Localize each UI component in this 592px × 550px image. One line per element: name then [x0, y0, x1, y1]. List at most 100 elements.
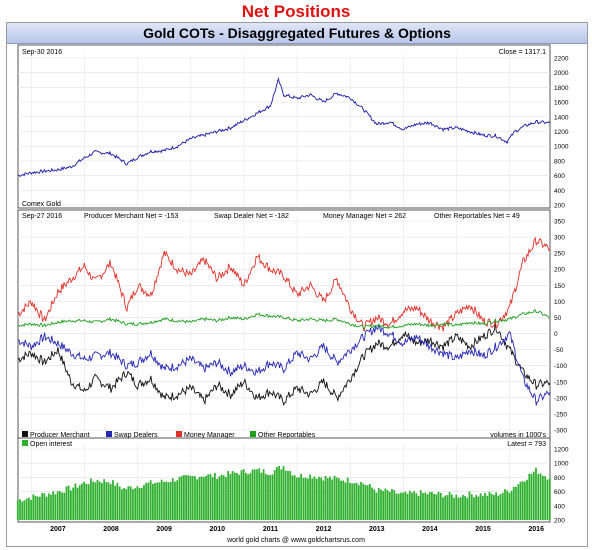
x-tick-label: 2014	[422, 526, 438, 533]
open-interest-bar	[280, 469, 283, 520]
open-interest-bar	[211, 477, 214, 520]
series-line-other-reportables	[17, 309, 551, 330]
open-interest-bar	[468, 491, 471, 520]
open-interest-bar	[87, 484, 90, 520]
open-interest-bar	[526, 479, 528, 520]
open-interest-bar	[129, 486, 132, 520]
open-interest-bar	[47, 493, 50, 520]
open-interest-bars	[16, 466, 551, 520]
net-date-label: Sep-27 2016	[22, 213, 62, 220]
open-interest-bar	[318, 476, 320, 520]
open-interest-bar	[512, 487, 515, 520]
money-net-label: Money Manager Net = 262	[323, 213, 406, 220]
open-interest-bar	[504, 489, 506, 520]
open-interest-bar	[185, 475, 187, 520]
page-title: Net Positions	[241, 2, 351, 21]
open-interest-bar	[349, 482, 351, 520]
open-interest-bar	[78, 485, 81, 520]
open-interest-bar	[136, 486, 139, 520]
open-interest-bar	[304, 477, 307, 520]
open-interest-bar	[479, 493, 482, 520]
open-interest-bar	[335, 477, 338, 520]
open-interest-bar	[510, 490, 513, 520]
y-tick-label: 800	[554, 475, 565, 482]
open-interest-bar	[171, 478, 174, 520]
footer-credit: world gold charts @ www.goldchartsrus.co…	[226, 537, 365, 544]
open-interest-bar	[499, 494, 502, 520]
open-interest-bar	[289, 471, 292, 520]
open-interest-bar	[187, 475, 190, 520]
open-interest-bar	[121, 489, 123, 520]
open-interest-bar	[530, 473, 533, 520]
open-interest-bar	[240, 470, 243, 520]
y-tick-label: 350	[554, 219, 565, 226]
swap-net-label: Swap Dealer Net = -182	[214, 213, 289, 220]
y-tick-label: 1000	[554, 144, 569, 151]
open-interest-bar	[384, 488, 387, 520]
open-interest-bar	[220, 474, 223, 520]
open-interest-bar	[218, 476, 221, 520]
open-interest-bar	[459, 497, 462, 520]
legend-swatch-other	[250, 431, 256, 437]
open-interest-bar	[174, 481, 176, 520]
open-interest-bar	[65, 486, 68, 520]
y-tick-label: 50	[554, 315, 562, 322]
x-tick-labels: 2007 2008 2009 2010 2011 2012 2013 2014 2015 2016	[50, 526, 544, 533]
open-interest-bar	[391, 489, 393, 520]
open-interest-bar	[30, 500, 32, 520]
open-interest-bar	[462, 495, 464, 520]
open-interest-bar	[338, 478, 340, 520]
open-interest-bar	[442, 497, 444, 520]
series-lines	[17, 76, 551, 407]
y-tick-label: 200	[554, 267, 565, 274]
open-interest-bar	[278, 466, 280, 520]
x-tick-label: 2013	[369, 526, 385, 533]
open-interest-bar	[116, 482, 119, 520]
open-interest-bar	[470, 494, 473, 520]
open-interest-bar	[413, 491, 416, 520]
open-interest-bar	[371, 487, 373, 520]
x-tick-label: 2009	[156, 526, 172, 533]
open-interest-bar	[145, 482, 148, 520]
open-interest-bar	[320, 477, 323, 520]
open-interest-bar	[444, 495, 447, 520]
open-interest-bar	[313, 476, 316, 520]
open-interest-bar	[417, 495, 420, 520]
y-tick-labels: 2004006008001000120014001600180020002200…	[554, 56, 569, 525]
open-interest-bar	[506, 490, 509, 520]
open-interest-bar	[242, 469, 245, 520]
open-interest-bar	[406, 493, 409, 520]
open-interest-bar	[233, 472, 236, 520]
open-interest-bar	[140, 487, 143, 520]
open-interest-bar	[183, 475, 185, 520]
open-interest-bar	[74, 483, 77, 520]
open-interest-bar	[262, 469, 265, 520]
open-interest-bar	[433, 494, 435, 520]
open-interest-bar	[36, 496, 39, 520]
open-interest-bar	[236, 473, 238, 520]
open-interest-bar	[477, 496, 480, 520]
open-interest-bar	[196, 479, 199, 520]
open-interest-bar	[437, 491, 440, 520]
open-interest-bar	[238, 474, 241, 520]
open-interest-bar	[386, 490, 389, 520]
y-tick-label: 1600	[554, 100, 569, 107]
open-interest-bar	[532, 471, 535, 520]
y-tick-label: -150	[554, 379, 567, 386]
open-interest-bar	[302, 477, 305, 520]
open-interest-bar	[132, 489, 134, 520]
open-interest-bar	[342, 480, 345, 520]
open-interest-bar	[501, 492, 504, 520]
y-tick-label: -100	[554, 363, 567, 370]
open-interest-bar	[408, 490, 411, 520]
x-tick-label: 2007	[50, 526, 66, 533]
open-interest-bar	[41, 493, 44, 520]
open-interest-bar	[519, 481, 522, 520]
open-interest-bar	[495, 492, 497, 520]
legend-label-other: Other Reportables	[258, 432, 316, 439]
x-tick-label: 2016	[528, 526, 544, 533]
open-interest-bar	[431, 492, 433, 520]
open-interest-bar	[508, 492, 511, 520]
open-interest-bar	[59, 491, 61, 520]
chart-banner-title: Gold COTs - Disaggregated Futures & Opti…	[7, 23, 587, 44]
